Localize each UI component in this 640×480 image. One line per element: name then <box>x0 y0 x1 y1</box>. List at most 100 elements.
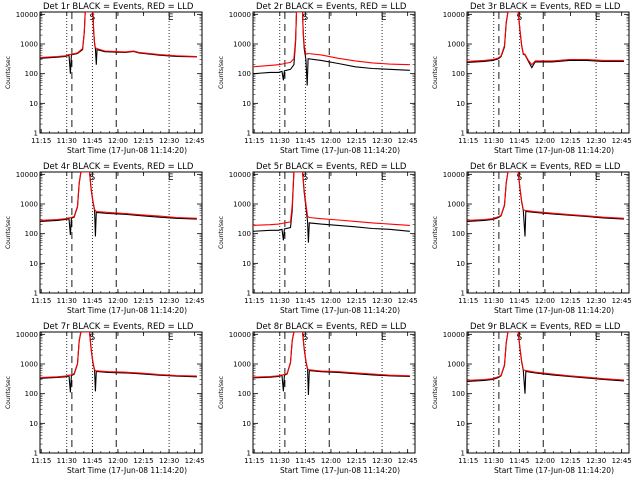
plot-frame <box>466 11 630 134</box>
series-line-lld <box>40 332 197 379</box>
x-tick-label: 12:00 <box>321 137 341 145</box>
x-tick-label: 12:00 <box>321 457 341 465</box>
chart-det-6r: Det 6r BLACK = Events, RED = LLD Counts/s… <box>432 162 632 315</box>
y-tick-label: 10 <box>29 420 38 428</box>
y-tick-label: 100 <box>25 230 38 238</box>
x-tick-label: 11:45 <box>295 297 315 305</box>
series-line-events <box>253 12 410 86</box>
y-tick-label: 1000 <box>233 201 251 209</box>
series-line-lld <box>40 12 197 59</box>
y-tick-label: 1 <box>247 290 251 298</box>
y-tick-label: 10 <box>29 260 38 268</box>
x-axis-label: Start Time (17-Jun-08 11:14:20) <box>67 306 187 315</box>
x-tick-label: 12:15 <box>133 137 153 145</box>
marker-label-s: S <box>302 173 308 183</box>
x-tick-label: 12:00 <box>535 137 555 145</box>
marker-label-s: S <box>516 13 522 23</box>
series-line-lld <box>253 172 410 226</box>
x-tick-label: 12:30 <box>372 297 392 305</box>
x-tick-label: 12:30 <box>159 137 179 145</box>
marker-label-e: E <box>595 333 601 343</box>
chart-title: Det 5r BLACK = Events, RED = LLD <box>256 162 407 172</box>
y-tick-label: 1000 <box>20 361 38 369</box>
marker-label-e: E <box>168 333 174 343</box>
chart-det-5r: Det 5r BLACK = Events, RED = LLD Counts/s… <box>218 162 418 315</box>
y-tick-label: 10 <box>456 260 465 268</box>
series-line-lld <box>253 332 410 378</box>
y-tick-label: 10000 <box>16 11 38 19</box>
x-tick-label: 11:45 <box>509 457 529 465</box>
y-tick-label: 10 <box>456 420 465 428</box>
y-axis-label: Counts/sec <box>5 376 12 409</box>
x-tick-label: 12:00 <box>108 297 128 305</box>
plot-frame <box>39 171 203 294</box>
y-tick-label: 1 <box>247 450 251 458</box>
y-tick-label: 1 <box>34 450 38 458</box>
x-tick-label: 11:15 <box>244 137 264 145</box>
x-tick-label: 11:15 <box>244 457 264 465</box>
x-axis-label: Start Time (17-Jun-08 11:14:20) <box>494 466 614 475</box>
y-tick-label: 1000 <box>20 41 38 49</box>
y-axis-label: Counts/sec <box>218 216 225 249</box>
x-tick-label: 12:45 <box>398 457 418 465</box>
marker-label-s: S <box>516 333 522 343</box>
y-tick-label: 10000 <box>16 171 38 179</box>
x-tick-label: 11:30 <box>57 137 77 145</box>
chart-title: Det 9r BLACK = Events, RED = LLD <box>470 322 621 332</box>
x-tick-label: 12:45 <box>185 297 205 305</box>
marker-label-e: E <box>381 333 387 343</box>
plot-frame <box>252 171 416 294</box>
chart-title: Det 7r BLACK = Events, RED = LLD <box>43 322 194 332</box>
y-tick-label: 100 <box>238 230 251 238</box>
x-tick-label: 12:30 <box>586 457 606 465</box>
x-tick-label: 11:45 <box>82 457 102 465</box>
y-tick-label: 10 <box>242 260 251 268</box>
y-axis-label: Counts/sec <box>5 56 12 89</box>
x-tick-label: 11:45 <box>509 297 529 305</box>
series-line-lld <box>467 332 624 381</box>
x-tick-label: 12:45 <box>398 297 418 305</box>
x-axis-label: Start Time (17-Jun-08 11:14:20) <box>494 146 614 155</box>
marker-label-e: E <box>168 173 174 183</box>
y-axis-label: Counts/sec <box>432 376 439 409</box>
y-tick-label: 100 <box>25 390 38 398</box>
x-tick-label: 12:45 <box>398 137 418 145</box>
x-tick-label: 12:15 <box>133 457 153 465</box>
x-tick-label: 11:45 <box>295 457 315 465</box>
x-tick-label: 11:15 <box>458 297 478 305</box>
y-tick-label: 1 <box>461 450 465 458</box>
marker-label-e: E <box>595 173 601 183</box>
y-tick-label: 1000 <box>447 41 465 49</box>
marker-label-s: S <box>516 173 522 183</box>
x-tick-label: 12:45 <box>612 137 632 145</box>
marker-label-e: E <box>168 13 174 23</box>
x-tick-label: 12:45 <box>612 457 632 465</box>
x-tick-label: 12:30 <box>159 457 179 465</box>
y-tick-label: 10000 <box>16 331 38 339</box>
series-line-lld <box>467 12 624 66</box>
y-axis-label: Counts/sec <box>432 216 439 249</box>
x-tick-label: 11:30 <box>57 457 77 465</box>
x-tick-label: 11:15 <box>31 297 51 305</box>
series-line-lld <box>253 12 410 68</box>
y-tick-label: 1 <box>247 130 251 138</box>
y-axis-label: Counts/sec <box>218 376 225 409</box>
y-tick-label: 10000 <box>443 171 465 179</box>
x-tick-label: 12:30 <box>372 137 392 145</box>
x-tick-label: 12:00 <box>321 297 341 305</box>
x-axis-label: Start Time (17-Jun-08 11:14:20) <box>67 466 187 475</box>
x-tick-label: 12:15 <box>133 297 153 305</box>
y-tick-label: 1 <box>461 290 465 298</box>
x-tick-label: 12:45 <box>612 297 632 305</box>
x-tick-label: 11:45 <box>509 137 529 145</box>
x-tick-label: 11:30 <box>57 297 77 305</box>
x-tick-label: 11:15 <box>31 137 51 145</box>
chart-det-3r: Det 3r BLACK = Events, RED = LLD Counts/s… <box>432 2 632 155</box>
marker-label-s: S <box>302 333 308 343</box>
x-tick-label: 12:30 <box>372 457 392 465</box>
y-tick-label: 1000 <box>233 41 251 49</box>
x-axis-label: Start Time (17-Jun-08 11:14:20) <box>67 146 187 155</box>
y-tick-label: 1000 <box>447 361 465 369</box>
chart-title: Det 1r BLACK = Events, RED = LLD <box>43 2 194 12</box>
